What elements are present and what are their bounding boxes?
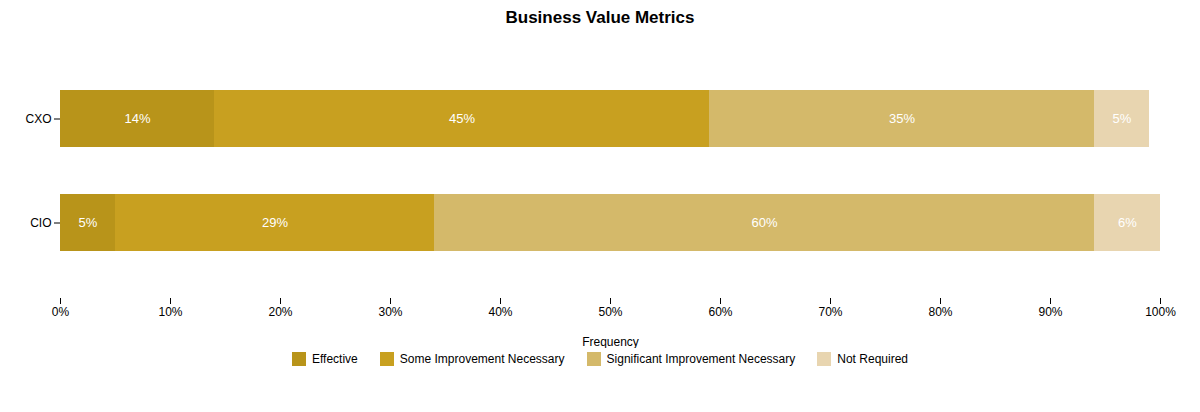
svg-text:5%: 5% <box>1113 111 1132 126</box>
svg-text:70%: 70% <box>818 305 842 319</box>
html-text:Effective: Effective <box>312 352 358 366</box>
svg-text:80%: 80% <box>928 305 952 319</box>
svg-text:50%: 50% <box>598 305 622 319</box>
svg-text:5%: 5% <box>79 215 98 230</box>
html-text:Not Required: Not Required <box>837 352 908 366</box>
svg-text:Frequency: Frequency <box>582 335 639 349</box>
svg-text:0%: 0% <box>52 305 70 319</box>
svg-text:14%: 14% <box>124 111 150 126</box>
svg-text:35%: 35% <box>889 111 915 126</box>
svg-text:10%: 10% <box>158 305 182 319</box>
svg-text:60%: 60% <box>751 215 777 230</box>
html-text:Business Value Metrics: Business Value Metrics <box>505 8 695 27</box>
svg-text:30%: 30% <box>378 305 402 319</box>
svg-text:60%: 60% <box>708 305 732 319</box>
svg-text:6%: 6% <box>1118 215 1137 230</box>
svg-text:40%: 40% <box>488 305 512 319</box>
svg-text:45%: 45% <box>449 111 475 126</box>
svg-text:90%: 90% <box>1038 305 1062 319</box>
svg-text:20%: 20% <box>268 305 292 319</box>
svg-text:CXO: CXO <box>25 112 51 126</box>
svg-text:100%: 100% <box>1145 305 1176 319</box>
html-text:Significant Improvement Necess: Significant Improvement Necessary <box>606 352 796 366</box>
svg-text:29%: 29% <box>262 215 288 230</box>
html-text:Some Improvement Necessary: Some Improvement Necessary <box>399 352 565 366</box>
svg-text:CIO: CIO <box>30 216 51 230</box>
